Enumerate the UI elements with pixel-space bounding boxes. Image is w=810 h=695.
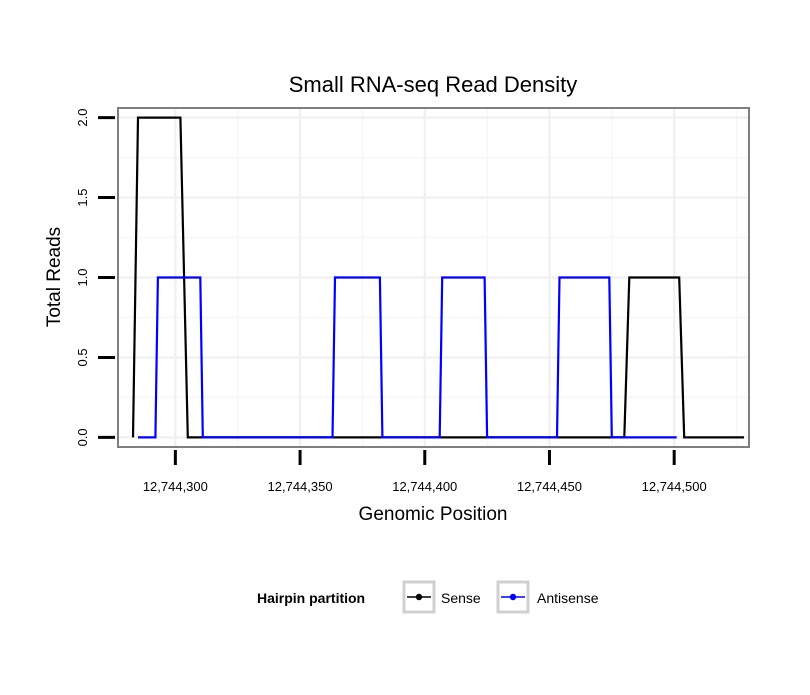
x-tick-label: 12,744,350 <box>268 479 333 494</box>
series-lines <box>131 116 744 439</box>
legend-label-sense: Sense <box>441 590 481 606</box>
series-line-antisense <box>138 276 677 439</box>
y-tick-label: 2.0 <box>75 109 90 127</box>
legend-label-antisense: Antisense <box>537 590 599 606</box>
legend: Hairpin partition Sense Antisense <box>257 580 599 614</box>
y-axis-title: Total Reads <box>44 227 65 327</box>
x-tick-label: 12,744,500 <box>642 479 707 494</box>
legend-key-antisense-point <box>509 593 517 601</box>
y-tick-label: 0.0 <box>75 428 90 446</box>
x-axis-title: Genomic Position <box>359 504 508 525</box>
x-tick-label: 12,744,300 <box>143 479 208 494</box>
chart-title: Small RNA-seq Read Density <box>289 72 578 97</box>
plot-panel-border <box>117 107 750 448</box>
legend-key-sense-point <box>415 593 423 601</box>
y-tick-label: 1.5 <box>75 189 90 207</box>
x-tick-label: 12,744,400 <box>392 479 457 494</box>
y-axis: 0.0 0.5 1.0 1.5 2.0 <box>75 109 115 446</box>
y-tick-label: 0.5 <box>75 348 90 366</box>
y-tick-label: 1.0 <box>75 268 90 286</box>
x-tick-label: 12,744,450 <box>517 479 582 494</box>
x-axis: 12,744,300 12,744,350 12,744,400 12,744,450… <box>143 450 707 494</box>
legend-title: Hairpin partition <box>257 590 365 606</box>
